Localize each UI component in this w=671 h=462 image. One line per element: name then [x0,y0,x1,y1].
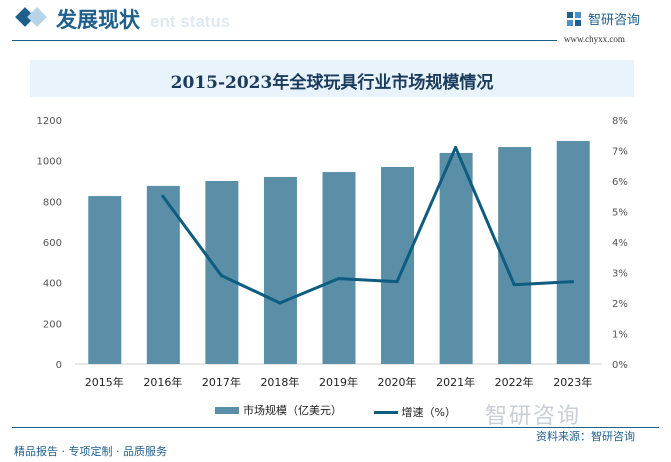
legend-item-line: 增速（%） [373,404,456,420]
bar-2022年 [498,147,532,364]
right-tick-label: 5% [612,208,628,219]
growth-point-2022年 [512,283,516,287]
right-tick-label: 3% [612,269,628,280]
x-tick-label: 2023年 [553,375,592,389]
chart-title-band [30,60,634,97]
bar-2015年 [88,196,122,364]
legend-swatch-bar [215,406,240,414]
right-tick-label: 6% [612,177,628,188]
right-tick-label: 7% [612,147,628,158]
left-tick-label: 600 [43,238,62,249]
growth-point-2016年 [161,194,165,198]
left-tick-label: 200 [43,319,62,330]
left-tick-label: 0 [56,360,62,371]
bar-2019年 [322,172,356,364]
x-tick-label: 2022年 [495,375,534,389]
left-tick-label: 400 [43,279,62,290]
legend: 市场规模（亿美元） 增速（%） [0,402,671,420]
section-title: 发展现状 [56,8,140,32]
legend-item-bar: 市场规模（亿美元） [215,402,342,418]
growth-point-2017年 [219,274,223,278]
bar-2016年 [146,185,180,364]
diamond-icon [27,7,47,27]
left-tick-label: 1000 [37,157,62,168]
x-tick-label: 2016年 [143,375,182,389]
x-tick-label: 2019年 [319,375,358,389]
header-divider [12,40,557,41]
x-tick-label: 2015年 [85,375,124,389]
x-tick-label: 2021年 [436,375,475,389]
legend-label: 增速（%） [401,406,456,419]
bar-2017年 [205,181,239,364]
legend-label: 市场规模（亿美元） [243,404,343,417]
chart-title: 2015-2023年全球玩具行业市场规模情况 [170,73,494,93]
bar-2023年 [556,140,590,364]
footer-tagline: 精品报告 · 专项定制 · 品质服务 [14,445,167,458]
watermark-logo: 智研咨询 [485,404,582,429]
x-tick-label: 2017年 [202,375,241,389]
left-tick-label: 800 [43,197,62,208]
left-tick-label: 1200 [37,116,62,127]
section-subtitle: ent status [150,12,231,31]
right-tick-label: 8% [612,116,628,127]
bar-2021年 [439,152,473,364]
growth-rate-line [161,145,573,305]
growth-point-2019年 [337,277,340,281]
bar-2020年 [381,166,415,364]
right-tick-label: 0% [612,360,628,371]
right-tick-label: 1% [612,330,628,341]
x-tick-label: 2018年 [260,375,299,389]
growth-point-2023年 [571,280,575,284]
growth-point-2021年 [454,145,458,149]
source-text: 资料来源：智研咨询 [536,430,635,443]
right-tick-label: 2% [612,299,628,310]
brand-url[interactable]: www.chyxx.com [564,34,625,44]
growth-point-2020年 [395,280,399,284]
bar-2018年 [263,176,297,364]
brand-name: 智研咨询 [588,13,641,28]
legend-swatch-line [373,410,398,414]
footer-divider [12,427,659,428]
growth-point-2018年 [278,301,282,305]
x-tick-label: 2020年 [378,375,417,389]
brand-logo-icon [567,12,581,26]
chart: 0 200 400 600 800 1000 1200 0% 1% 2% 3% 4% 5% 6% 7% 8% 2… [37,116,628,389]
right-tick-label: 4% [612,238,628,249]
